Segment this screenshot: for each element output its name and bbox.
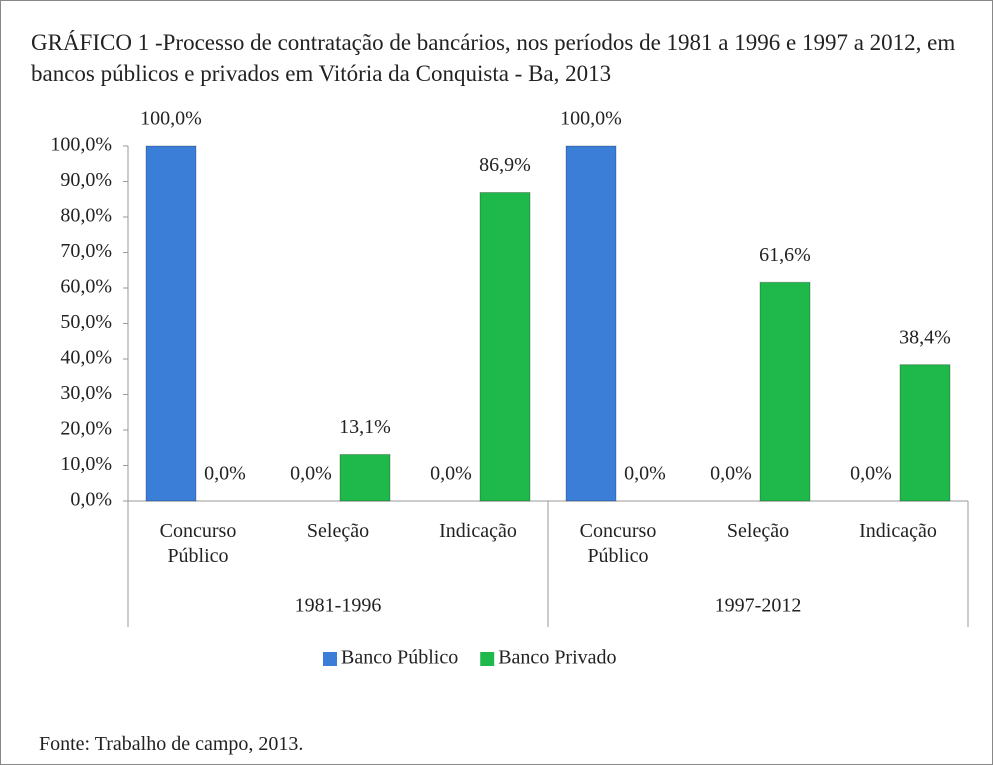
y-tick-label: 30,0%: [60, 382, 112, 404]
data-label: 0,0%: [290, 463, 332, 485]
legend-swatch: [480, 652, 495, 666]
y-tick-label: 100,0%: [50, 134, 112, 156]
y-tick-label: 60,0%: [60, 276, 112, 298]
bar: [145, 145, 197, 502]
legend-label: Banco Privado: [498, 647, 616, 669]
data-label: 0,0%: [710, 463, 752, 485]
x-tick-label: Concurso Público: [579, 520, 657, 567]
bar: [565, 145, 617, 502]
chart-title: GRÁFICO 1 -Processo de contratação de ba…: [31, 30, 956, 86]
bar: [899, 364, 951, 502]
x-tick-label: Concurso Público: [159, 520, 237, 567]
bar: [339, 453, 391, 502]
y-tick-label: 20,0%: [60, 418, 112, 440]
group-label: 1997-2012: [715, 595, 802, 617]
bar: [479, 192, 531, 502]
y-tick-label: 90,0%: [60, 169, 112, 191]
x-tick-label: Seleção: [306, 520, 370, 542]
y-tick-label: 40,0%: [60, 347, 112, 369]
x-tick-label: Seleção: [726, 520, 790, 542]
y-tick-label: 70,0%: [60, 240, 112, 262]
data-label: 0,0%: [624, 463, 666, 485]
data-label: 61,6%: [759, 244, 811, 266]
data-label: 13,1%: [339, 416, 391, 438]
data-label: 38,4%: [899, 326, 951, 348]
data-label: 100,0%: [560, 108, 622, 130]
data-label: 0,0%: [204, 463, 246, 485]
legend-label: Banco Público: [341, 647, 458, 669]
bar: [759, 281, 811, 502]
data-label: 0,0%: [430, 463, 472, 485]
data-label: 86,9%: [479, 154, 531, 176]
y-tick-label: 50,0%: [60, 311, 112, 333]
data-label: 0,0%: [850, 463, 892, 485]
source-note: Fonte: Trabalho de campo, 2013.: [39, 733, 304, 755]
y-tick-label: 80,0%: [60, 205, 112, 227]
y-tick-label: 10,0%: [60, 453, 112, 475]
legend-swatch: [323, 652, 337, 666]
data-label: 100,0%: [140, 108, 202, 130]
x-tick-label: Indicação: [439, 520, 517, 542]
x-tick-label: Indicação: [859, 520, 937, 542]
y-tick-label: 0,0%: [70, 489, 112, 511]
group-label: 1981-1996: [295, 595, 382, 617]
